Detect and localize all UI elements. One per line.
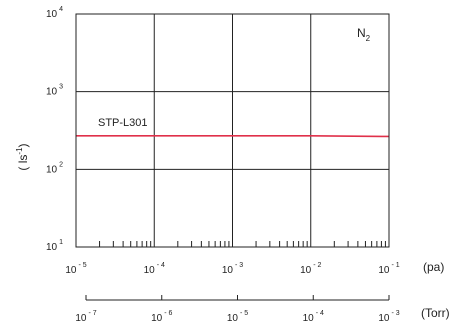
y-tick-label: 10 3: [46, 84, 63, 98]
y-tick-label: 10 1: [46, 239, 63, 253]
plot-frame: [75, 13, 390, 248]
x-tick-labels: 10 - 5 10 - 4 10 - 3 10 - 2 10 - 1: [65, 262, 399, 276]
torr-tick-label: 10 - 4: [303, 310, 324, 324]
series-group: STP-L301: [76, 117, 390, 138]
x-tick-label: 10 - 2: [300, 262, 321, 276]
x-tick-label: 10 - 1: [378, 262, 399, 276]
torr-tick-label: 10 - 6: [151, 310, 172, 324]
series-line: [76, 135, 390, 138]
y-tick-labels: 10 1 10 2 10 3 10 4: [46, 6, 63, 253]
y-tick-label: 10 4: [46, 6, 63, 20]
torr-tick-labels: 10 - 7 10 - 6 10 - 5 10 - 4 10 - 3: [75, 310, 399, 324]
y-tick-label: 10 2: [46, 161, 63, 175]
torr-tick-label: 10 - 5: [227, 310, 248, 324]
torr-tick-label: 10 - 7: [75, 310, 96, 324]
x-minor-ticks: [99, 241, 386, 247]
x-tick-label: 10 - 3: [222, 262, 243, 276]
gas-label: N2: [357, 26, 371, 43]
x-tick-label: 10 - 4: [144, 262, 165, 276]
plot-grid: [76, 14, 389, 247]
torr-unit-label: (Torr): [421, 306, 450, 320]
x-unit-label: (pa): [423, 260, 444, 274]
torr-tick-label: 10 - 3: [378, 310, 399, 324]
torr-axis: [85, 295, 390, 301]
y-axis-label: ( ls-1): [15, 143, 30, 170]
x-tick-label: 10 - 5: [65, 262, 86, 276]
series-label: STP-L301: [98, 117, 148, 129]
